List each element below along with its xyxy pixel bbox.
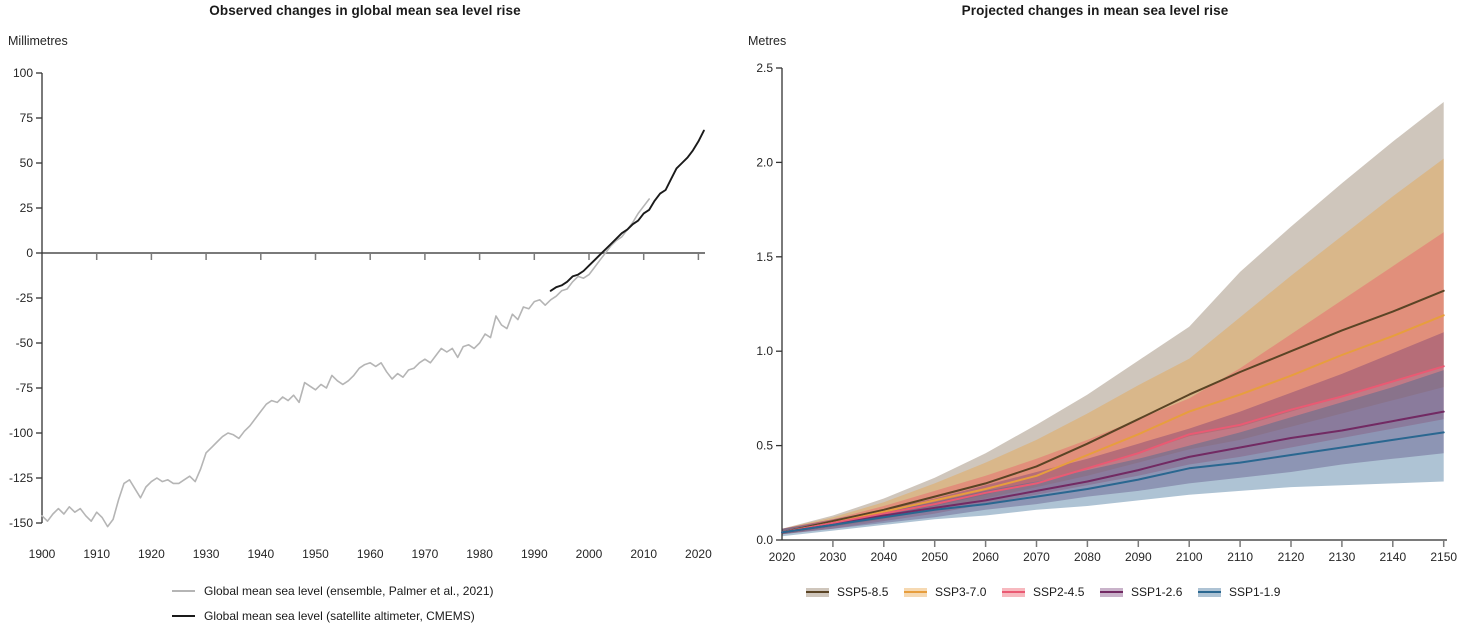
projected-x-tick-label: 2120 — [1278, 550, 1305, 564]
observed-legend: Global mean sea level (ensemble, Palmer … — [172, 584, 493, 623]
projected-median-0 — [781, 289, 1445, 534]
observed-chart-panel: Observed changes in global mean sea leve… — [8, 3, 712, 623]
observed-y-tick-label: 75 — [20, 111, 34, 125]
projected-x-tick-label: 2050 — [921, 550, 948, 564]
projected-band-1 — [782, 158, 1444, 535]
legend-item-ssp1-26: SSP1-2.6 — [1100, 585, 1198, 599]
observed-plot-area: 100 75 50 25 0 -25 -50 -75 -100 -125 -150 1900 1910 1… — [9, 66, 712, 561]
projected-x-tick-label: 2040 — [870, 550, 897, 564]
projected-x-tick-label: 2080 — [1074, 550, 1101, 564]
observed-y-tick-label: 0 — [26, 246, 33, 260]
observed-y-tick-label: 100 — [13, 66, 33, 80]
projected-plot-area: 2.5 2.0 1.5 1.0 0.5 0.0 2020 2030 2040 2050 2060 20… — [756, 61, 1457, 564]
observed-y-tick-label: -100 — [9, 426, 33, 440]
observed-x-tick-label: 1930 — [193, 547, 220, 561]
ssp1-26-band-swatch — [1100, 587, 1123, 597]
projected-median-3 — [781, 410, 1445, 534]
ssp5-85-legend-label: SSP5-8.5 — [837, 585, 889, 599]
observed-x-tick-label: 1980 — [466, 547, 493, 561]
observed-y-tick-label: -75 — [16, 381, 34, 395]
observed-chart-title: Observed changes in global mean sea leve… — [209, 3, 521, 18]
observed-x-tick-label: 1920 — [138, 547, 165, 561]
projected-median-1 — [781, 314, 1445, 534]
observed-x-tick-label: 2020 — [685, 547, 712, 561]
projected-chart-title: Projected changes in mean sea level rise — [961, 3, 1229, 18]
ssp1-26-legend-label: SSP1-2.6 — [1131, 585, 1183, 599]
observed-y-tick-label: -50 — [16, 336, 34, 350]
ensemble-line-swatch — [172, 590, 195, 592]
observed-series-0 — [41, 198, 651, 528]
ssp1-19-legend-label: SSP1-1.9 — [1229, 585, 1281, 599]
ssp2-45-band-swatch — [1002, 587, 1025, 597]
observed-y-tick-label: -125 — [9, 471, 33, 485]
projected-y-tick-label: 2.0 — [756, 155, 773, 169]
projected-x-tick-label: 2100 — [1176, 550, 1203, 564]
observed-x-tick-label: 2000 — [576, 547, 603, 561]
ssp3-70-legend-label: SSP3-7.0 — [935, 585, 987, 599]
projected-y-tick-label: 0.0 — [756, 533, 773, 547]
ensemble-legend-label: Global mean sea level (ensemble, Palmer … — [204, 584, 494, 598]
projected-band-3 — [782, 332, 1444, 535]
projected-x-tick-label: 2070 — [1023, 550, 1050, 564]
legend-item-ssp3-70: SSP3-7.0 — [904, 585, 1002, 599]
projected-legend: SSP5-8.5 SSP3-7.0 SSP2-4.5 SSP1-2.6 SSP1… — [806, 585, 1296, 599]
projected-x-tick-label: 2150 — [1430, 550, 1457, 564]
projected-x-tick-label: 2130 — [1329, 550, 1356, 564]
projected-y-tick-label: 1.0 — [756, 344, 773, 358]
projected-y-unit-label: Metres — [748, 34, 787, 48]
projected-median-4 — [781, 431, 1445, 534]
projected-y-tick-label: 1.5 — [756, 250, 773, 264]
projected-x-tick-label: 2140 — [1379, 550, 1406, 564]
projected-x-tick-label: 2060 — [972, 550, 999, 564]
observed-x-tick-label: 1960 — [357, 547, 384, 561]
ssp1-19-band-swatch — [1198, 587, 1221, 597]
legend-item-satellite: Global mean sea level (satellite altimet… — [172, 609, 493, 623]
observed-x-tick-label: 2010 — [630, 547, 657, 561]
observed-y-unit-label: Millimetres — [8, 34, 68, 48]
projected-y-tick-label: 0.5 — [756, 439, 773, 453]
projected-x-tick-label: 2020 — [769, 550, 796, 564]
satellite-legend-label: Global mean sea level (satellite altimet… — [204, 609, 475, 623]
observed-y-tick-label: 50 — [20, 156, 34, 170]
projected-x-tick-label: 2030 — [820, 550, 847, 564]
projected-x-tick-label: 2110 — [1227, 550, 1253, 564]
projected-chart-panel: Projected changes in mean sea level rise… — [730, 0, 1460, 625]
observed-x-tick-label: 1950 — [302, 547, 329, 561]
observed-x-tick-label: 1900 — [29, 547, 56, 561]
projected-band-0 — [782, 102, 1444, 535]
projected-median-2 — [781, 365, 1445, 534]
ssp2-45-legend-label: SSP2-4.5 — [1033, 585, 1085, 599]
legend-item-ssp1-19: SSP1-1.9 — [1198, 585, 1296, 599]
ssp3-70-band-swatch — [904, 587, 927, 597]
projected-y-tick-label: 2.5 — [756, 61, 773, 75]
observed-x-tick-label: 1910 — [83, 547, 110, 561]
projected-band-2 — [782, 232, 1444, 535]
legend-item-ensemble: Global mean sea level (ensemble, Palmer … — [172, 584, 493, 598]
observed-series-1 — [549, 129, 705, 292]
ssp5-85-band-swatch — [806, 587, 829, 597]
observed-x-tick-label: 1940 — [247, 547, 274, 561]
legend-item-ssp2-45: SSP2-4.5 — [1002, 585, 1100, 599]
observed-y-tick-label: -150 — [9, 516, 33, 530]
observed-x-tick-label: 1990 — [521, 547, 548, 561]
projected-x-tick-label: 2090 — [1125, 550, 1152, 564]
satellite-line-swatch — [172, 615, 195, 617]
observed-x-tick-label: 1970 — [412, 547, 439, 561]
observed-y-tick-label: 25 — [20, 201, 34, 215]
legend-item-ssp5-85: SSP5-8.5 — [806, 585, 904, 599]
observed-y-tick-label: -25 — [16, 291, 34, 305]
